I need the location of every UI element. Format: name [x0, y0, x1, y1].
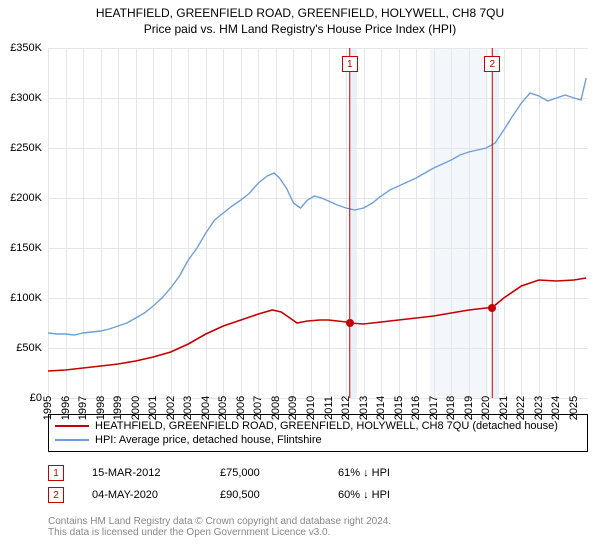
y-tick-label: £300K: [10, 92, 42, 104]
event-date: 15-MAR-2012: [92, 467, 192, 479]
footer-line2: This data is licensed under the Open Gov…: [48, 527, 588, 538]
chart-marker-2: 2: [484, 56, 500, 72]
y-tick-label: £150K: [10, 242, 42, 254]
y-tick-label: £0: [30, 392, 42, 404]
legend-swatch: [55, 425, 89, 427]
legend-item: HEATHFIELD, GREENFIELD ROAD, GREENFIELD,…: [55, 419, 581, 433]
y-tick-label: £250K: [10, 142, 42, 154]
page-title-line2: Price paid vs. HM Land Registry's House …: [0, 22, 600, 36]
event-pct: 61% ↓ HPI: [338, 467, 390, 479]
event-pct: 60% ↓ HPI: [338, 489, 390, 501]
event-date: 04-MAY-2020: [92, 489, 192, 501]
legend-label: HEATHFIELD, GREENFIELD ROAD, GREENFIELD,…: [95, 420, 558, 432]
events-table: 1 15-MAR-2012 £75,000 61% ↓ HPI 2 04-MAY-2020…: [48, 462, 588, 506]
legend-item: HPI: Average price, detached house, Flin…: [55, 433, 581, 447]
legend-swatch: [55, 439, 89, 441]
event-price: £90,500: [220, 489, 310, 501]
chart-marker-1: 1: [342, 56, 358, 72]
y-tick-label: £50K: [16, 342, 42, 354]
legend: HEATHFIELD, GREENFIELD ROAD, GREENFIELD,…: [48, 414, 588, 452]
event-marker: 2: [48, 487, 64, 503]
price-chart: £0£50K£100K£150K£200K£250K£300K£350K1995…: [48, 48, 588, 398]
page-title-line1: HEATHFIELD, GREENFIELD ROAD, GREENFIELD,…: [0, 6, 600, 20]
event-price: £75,000: [220, 467, 310, 479]
chart-marker-dot-2: [488, 304, 496, 312]
footer-line1: Contains HM Land Registry data © Crown c…: [48, 516, 588, 527]
footer-attribution: Contains HM Land Registry data © Crown c…: [48, 516, 588, 538]
chart-marker-dot-1: [346, 319, 354, 327]
legend-label: HPI: Average price, detached house, Flin…: [95, 434, 322, 446]
event-marker: 1: [48, 465, 64, 481]
event-row: 1 15-MAR-2012 £75,000 61% ↓ HPI: [48, 462, 588, 484]
y-tick-label: £100K: [10, 292, 42, 304]
y-tick-label: £350K: [10, 42, 42, 54]
event-row: 2 04-MAY-2020 £90,500 60% ↓ HPI: [48, 484, 588, 506]
y-tick-label: £200K: [10, 192, 42, 204]
